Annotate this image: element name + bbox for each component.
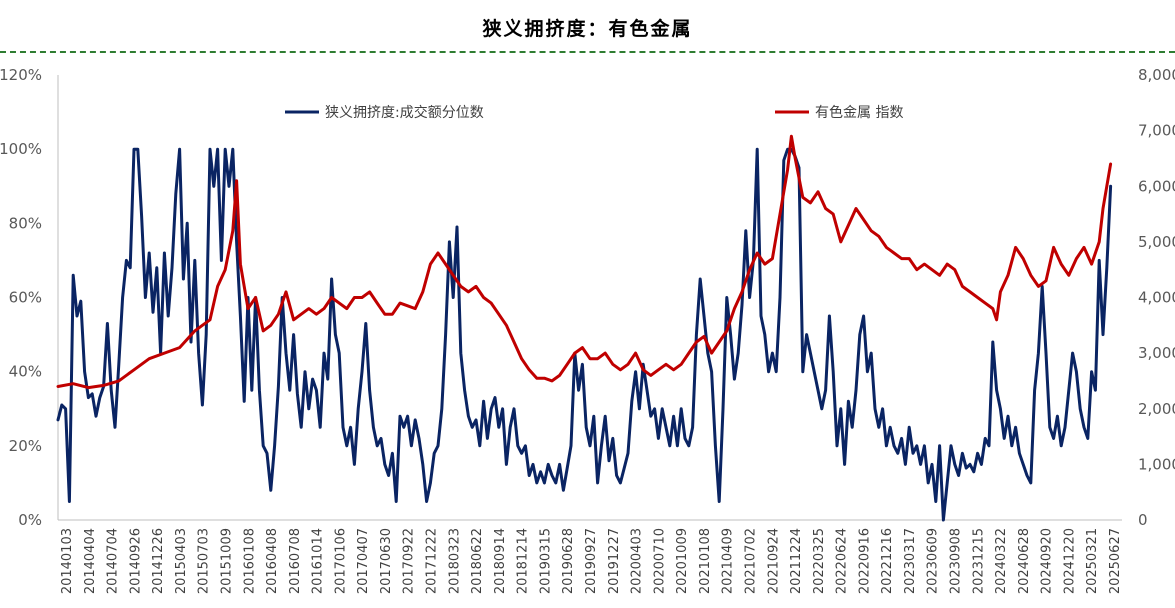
x-tick-label: 20211224 — [789, 528, 804, 594]
x-tick-label: 20180323 — [447, 528, 462, 594]
x-tick-label: 20190315 — [538, 528, 553, 594]
x-tick-label: 20140103 — [60, 528, 75, 594]
y-right-tick-label: 7,000 — [1138, 122, 1175, 140]
y-right-tick-label: 1,000 — [1138, 455, 1175, 473]
y-right-tick-label: 2,000 — [1138, 400, 1175, 418]
x-tick-label: 20240628 — [1017, 528, 1032, 594]
x-tick-label: 20140404 — [83, 528, 98, 594]
x-tick-label: 20200710 — [652, 528, 667, 594]
y-left-tick-label: 120% — [0, 66, 42, 84]
x-tick-label: 20230317 — [903, 528, 918, 594]
x-tick-label: 20160108 — [242, 528, 257, 594]
y-left-tick-label: 40% — [9, 363, 42, 381]
x-tick-label: 20250627 — [1108, 528, 1123, 594]
y-right-tick-label: 8,000 — [1138, 66, 1175, 84]
x-tick-label: 20220624 — [835, 528, 850, 594]
y-left-tick-label: 0% — [18, 511, 42, 529]
x-tick-label: 20170630 — [379, 528, 394, 594]
y-left-tick-label: 100% — [0, 140, 42, 158]
x-tick-label: 20180622 — [470, 528, 485, 594]
x-tick-label: 20161014 — [311, 528, 326, 594]
chart-header: 狭义拥挤度：有色金属 — [0, 0, 1175, 53]
x-tick-label: 20140926 — [128, 528, 143, 594]
x-tick-label: 20230908 — [949, 528, 964, 594]
x-tick-label: 20180914 — [493, 528, 508, 594]
x-tick-label: 20231215 — [971, 528, 986, 594]
x-tick-label: 20210409 — [721, 528, 736, 594]
x-tick-label: 20240920 — [1040, 528, 1055, 594]
x-tick-label: 20170407 — [356, 528, 371, 594]
x-tick-label: 20210108 — [698, 528, 713, 594]
chart-title: 狭义拥挤度：有色金属 — [482, 18, 693, 40]
legend-label: 有色金属 指数 — [815, 104, 903, 121]
y-right-tick-label: 4,000 — [1138, 289, 1175, 307]
chart-legend: 狭义拥挤度:成交额分位数 有色金属 指数 — [285, 104, 903, 121]
chart-axes: 0% 20% 40% 60% 80% 100% 120% 0 1,000 2,000 3,000 4,… — [0, 66, 1175, 594]
x-tick-label: 20220916 — [857, 528, 872, 594]
x-tick-label: 20140704 — [106, 528, 121, 594]
x-tick-label: 20210924 — [766, 528, 781, 594]
x-tick-label: 20250321 — [1085, 528, 1100, 594]
x-tick-label: 20170922 — [402, 528, 417, 594]
y-right-tick-label: 0 — [1138, 511, 1148, 529]
title-divider — [0, 51, 1175, 53]
x-tick-label: 20240322 — [994, 528, 1009, 594]
x-tick-label: 20210702 — [743, 528, 758, 594]
x-tick-label: 20150703 — [197, 528, 212, 594]
y-left-tick-label: 80% — [9, 214, 42, 232]
y-right-tick-label: 5,000 — [1138, 233, 1175, 251]
x-tick-label: 20230609 — [926, 528, 941, 594]
x-tick-label: 20220325 — [812, 528, 827, 594]
x-tick-label: 20160408 — [265, 528, 280, 594]
x-tick-label: 20151009 — [219, 528, 234, 594]
x-tick-label: 20191227 — [607, 528, 622, 594]
y-right-tick-label: 6,000 — [1138, 177, 1175, 195]
x-tick-label: 20241220 — [1062, 528, 1077, 594]
x-tick-label: 20190628 — [561, 528, 576, 594]
x-tick-label: 20171222 — [425, 528, 440, 594]
y-left-tick-label: 20% — [9, 437, 42, 455]
legend-label: 狭义拥挤度:成交额分位数 — [325, 104, 484, 121]
y-right-tick-label: 3,000 — [1138, 344, 1175, 362]
x-tick-label: 20181214 — [516, 528, 531, 594]
chart-series — [56, 134, 1113, 522]
x-tick-label: 20150403 — [174, 528, 189, 594]
series-line-index — [56, 134, 1113, 390]
x-tick-label: 20160708 — [288, 528, 303, 594]
x-tick-label: 20201009 — [675, 528, 690, 594]
series-line-crowding — [56, 147, 1113, 522]
x-tick-label: 20170106 — [333, 528, 348, 594]
x-tick-label: 20190927 — [584, 528, 599, 594]
x-tick-label: 20221216 — [880, 528, 895, 594]
x-tick-label: 20141226 — [151, 528, 166, 594]
x-tick-label: 20200403 — [630, 528, 645, 594]
y-left-tick-label: 60% — [9, 289, 42, 307]
